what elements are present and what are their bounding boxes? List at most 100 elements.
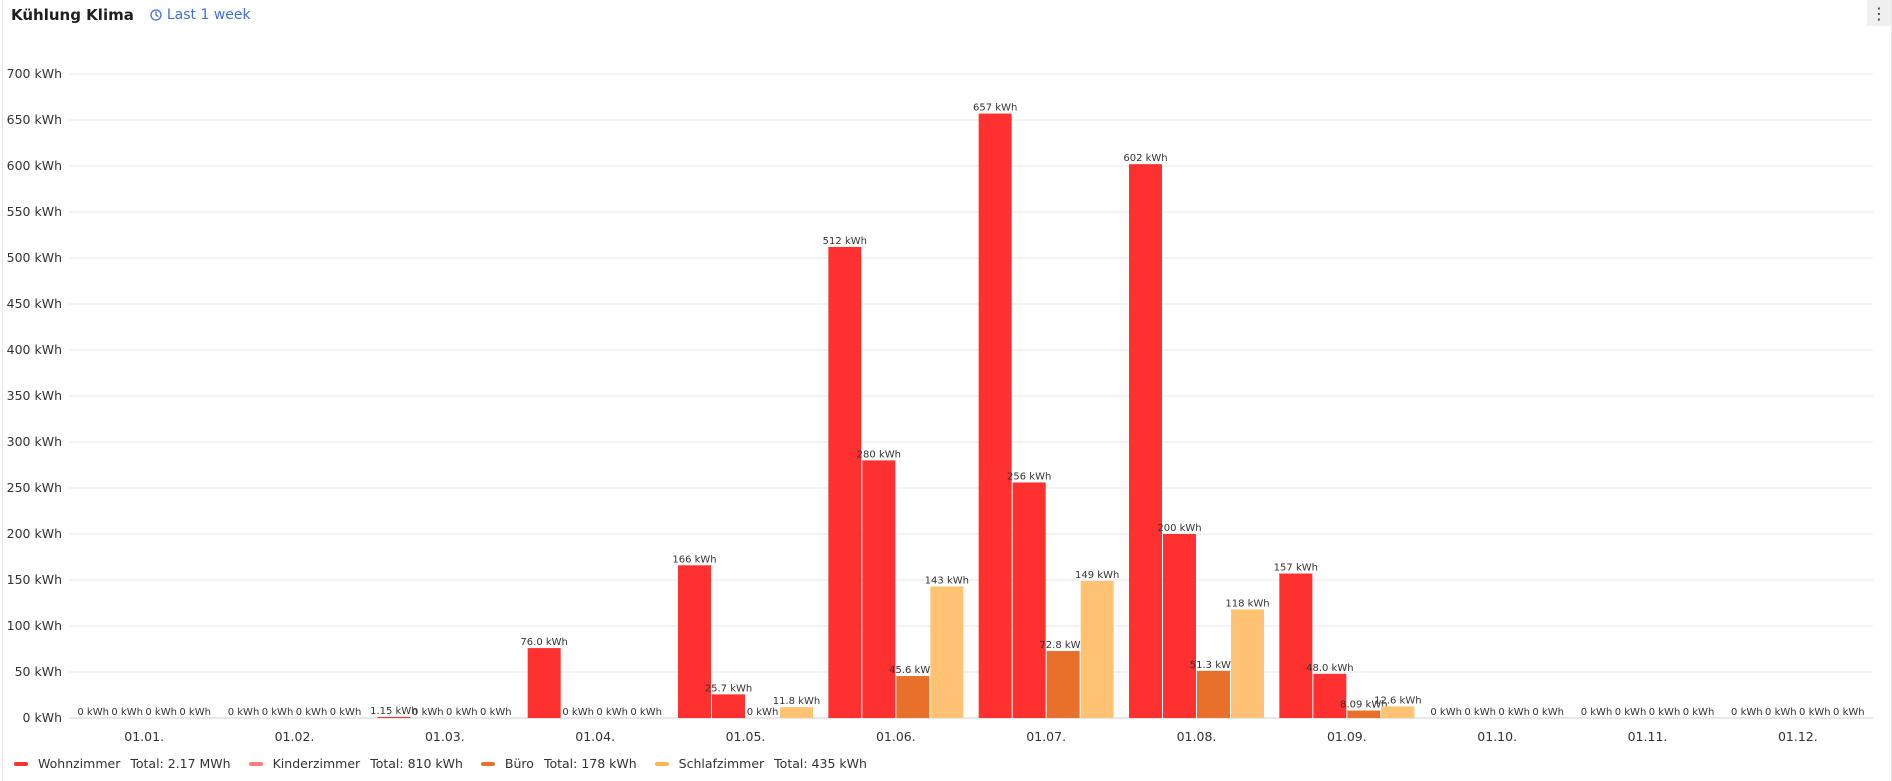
y-tick-label: 700 kWh (7, 66, 62, 81)
panel-title: Kühlung Klima (11, 6, 134, 24)
data-label: 11.8 kWh (773, 696, 820, 707)
x-tick-label: 01.06. (876, 729, 916, 744)
bar (712, 694, 745, 718)
data-label: 0 kWh (1649, 707, 1681, 718)
bar (978, 113, 1012, 718)
bar (828, 246, 862, 718)
bar (1012, 482, 1046, 718)
data-label: 0 kWh (330, 707, 362, 718)
data-label: 0 kWh (630, 707, 662, 718)
bar (1347, 710, 1381, 718)
legend-series-name[interactable]: Kinderzimmer (272, 756, 361, 771)
data-label: 280 kWh (857, 449, 901, 460)
data-label: 0 kWh (1731, 707, 1763, 718)
legend-swatch (248, 761, 263, 766)
legend-series-total: Total: 435 kWh (774, 756, 867, 771)
data-label: 0 kWh (1833, 707, 1865, 718)
data-label: 48.0 kWh (1306, 663, 1353, 674)
x-tick-label: 01.10. (1477, 729, 1517, 744)
y-tick-label: 100 kWh (7, 618, 62, 633)
panel-menu-button[interactable]: ⋮ (1867, 0, 1891, 26)
y-tick-label: 300 kWh (7, 434, 62, 449)
x-tick-label: 01.11. (1628, 729, 1668, 744)
data-label: 0 kWh (747, 707, 779, 718)
data-label: 0 kWh (562, 707, 594, 718)
bar (930, 586, 964, 718)
x-tick-label: 01.02. (275, 729, 315, 744)
legend-swatch (654, 761, 669, 766)
data-label: 8.09 kWh (1340, 700, 1387, 711)
data-label: 149 kWh (1075, 570, 1119, 581)
bar (862, 460, 896, 718)
bar (1231, 609, 1264, 718)
data-label: 512 kWh (823, 236, 867, 247)
x-tick-label: 01.05. (726, 729, 766, 744)
clock-icon (150, 9, 162, 21)
data-label: 0 kWh (111, 707, 143, 718)
data-label: 657 kWh (973, 103, 1017, 114)
data-label: 0 kWh (228, 707, 260, 718)
bar (1129, 164, 1162, 718)
bar (1163, 534, 1196, 718)
x-tick-label: 01.09. (1327, 729, 1367, 744)
y-tick-label: 250 kWh (7, 480, 62, 495)
legend-series-name[interactable]: Büro (504, 756, 534, 771)
data-label: 76.0 kWh (520, 637, 567, 648)
data-label: 200 kWh (1157, 523, 1201, 534)
data-label: 0 kWh (1683, 707, 1715, 718)
data-label: 0 kWh (1581, 707, 1613, 718)
legend-series-total: Total: 2.17 MWh (130, 756, 231, 771)
y-tick-label: 500 kWh (7, 250, 62, 265)
data-label: 0 kWh (296, 707, 328, 718)
legend-item[interactable]: Büro Total: 178 kWh (480, 756, 637, 771)
bar (1197, 670, 1230, 718)
x-tick-label: 01.12. (1778, 729, 1818, 744)
legend-series-name[interactable]: Schlafzimmer (678, 756, 765, 771)
data-label: 0 kWh (145, 707, 177, 718)
data-label: 72.8 kWh (1039, 640, 1086, 651)
data-label: 0 kWh (179, 707, 211, 718)
kebab-menu-icon[interactable]: ⋮ (1871, 3, 1887, 23)
legend-series-total: Total: 810 kWh (370, 756, 463, 771)
y-tick-label: 150 kWh (7, 572, 62, 587)
x-tick-label: 01.03. (425, 729, 465, 744)
data-label: 143 kWh (925, 575, 969, 586)
y-tick-label: 50 kWh (15, 664, 62, 679)
y-tick-label: 400 kWh (7, 342, 62, 357)
bar (377, 716, 411, 718)
x-tick-label: 01.07. (1026, 729, 1066, 744)
legend-swatch (480, 761, 495, 766)
y-tick-label: 550 kWh (7, 204, 62, 219)
data-label: 166 kWh (672, 554, 716, 565)
data-label: 0 kWh (1615, 707, 1647, 718)
legend-series-total: Total: 178 kWh (543, 756, 637, 771)
legend-series-name[interactable]: Wohnzimmer (38, 756, 121, 771)
legend-item[interactable]: Schlafzimmer Total: 435 kWh (654, 756, 867, 771)
bar (1279, 573, 1313, 718)
data-label: 0 kWh (412, 707, 444, 718)
data-label: 51.3 kWh (1190, 660, 1237, 671)
bar (1046, 651, 1080, 718)
legend-item[interactable]: Wohnzimmer Total: 2.17 MWh (14, 756, 231, 771)
x-tick-label: 01.01. (124, 729, 164, 744)
time-range-link[interactable]: Last 1 week (150, 7, 251, 23)
data-label: 0 kWh (1765, 707, 1797, 718)
y-tick-label: 200 kWh (7, 526, 62, 541)
data-label: 0 kWh (262, 707, 294, 718)
legend-item[interactable]: Kinderzimmer Total: 810 kWh (248, 756, 463, 771)
data-label: 25.7 kWh (705, 683, 752, 694)
data-label: 0 kWh (596, 707, 628, 718)
bar (1381, 706, 1415, 718)
bar (1313, 673, 1347, 718)
y-tick-label: 0 kWh (23, 710, 62, 725)
time-range-label[interactable]: Last 1 week (166, 7, 251, 23)
chart-legend: Wohnzimmer Total: 2.17 MWh Kinderzimmer Tot… (14, 756, 885, 771)
legend-swatch (14, 761, 28, 766)
bar (896, 676, 930, 718)
data-label: 118 kWh (1225, 598, 1269, 609)
data-label: 0 kWh (1430, 707, 1462, 718)
data-label: 12.6 kWh (1374, 695, 1421, 706)
x-tick-label: 01.08. (1177, 729, 1217, 744)
bar (1080, 580, 1114, 718)
data-label: 0 kWh (480, 707, 512, 718)
